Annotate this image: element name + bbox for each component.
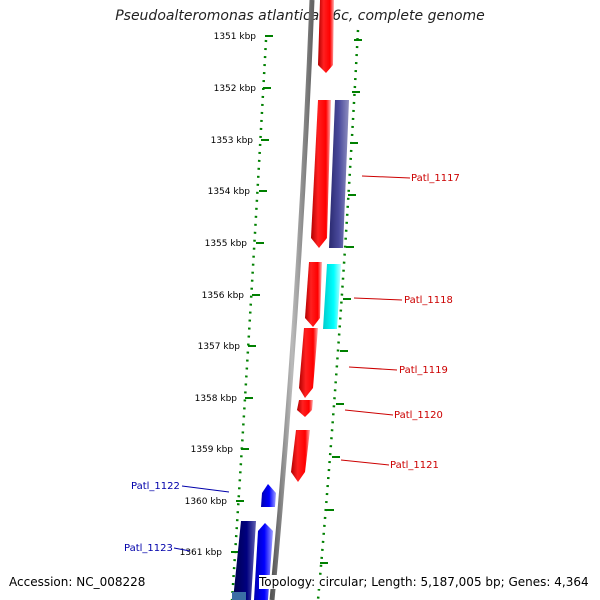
gene-arrow-patl-1122	[261, 484, 276, 507]
gene-label-patl-1119[interactable]: Patl_1119	[399, 365, 448, 376]
scale-tick-label: 1358 kbp	[195, 394, 238, 404]
gene-arrow-pre	[318, 0, 334, 73]
scale-tick-label: 1357 kbp	[198, 342, 241, 352]
topology-label: Topology: circular; Length: 5,187,005 bp…	[259, 575, 591, 589]
gene-leader-lines	[173, 175, 411, 552]
gene-label-patl-1120[interactable]: Patl_1120	[394, 410, 443, 421]
gene-label-patl-1118[interactable]: Patl_1118	[404, 295, 453, 306]
forward-strand-features	[291, 0, 349, 482]
right-scale-dashes	[320, 39, 362, 564]
accession-label: Accession: NC_008228	[9, 575, 146, 589]
left-scale: 1351 kbp 1352 kbp 1353 kbp 1354 kbp 1355 kbp…	[180, 32, 273, 600]
gene-arrow-patl-1117	[311, 100, 331, 248]
scale-tick-label: 1351 kbp	[214, 32, 257, 42]
gene-arrow-patl-1121	[291, 430, 310, 482]
gene-arrow-patl-1120	[297, 400, 313, 417]
genome-backbone	[269, 0, 315, 600]
scale-tick-label: 1354 kbp	[208, 187, 251, 197]
gene-fragment-bottom	[232, 592, 246, 600]
gene-arrow-dark	[233, 521, 256, 600]
gene-arrow-patl-1117b	[329, 100, 349, 248]
gene-label-patl-1121[interactable]: Patl_1121	[390, 460, 439, 471]
gene-arrow-patl-1119	[299, 328, 318, 398]
scale-tick-label: 1355 kbp	[205, 239, 248, 249]
scale-tick-label: 1353 kbp	[211, 136, 254, 146]
scale-tick-group: 1351 kbp 1352 kbp 1353 kbp 1354 kbp 1355 kbp…	[180, 32, 273, 558]
gene-label-patl-1123[interactable]: Patl_1123	[124, 543, 173, 554]
gene-arrow-patl-1118b	[323, 264, 341, 329]
gene-labels: Patl_1117 Patl_1118 Patl_1119 Patl_1120 …	[124, 173, 460, 554]
scale-tick-label: 1356 kbp	[202, 291, 245, 301]
gene-label-patl-1122[interactable]: Patl_1122	[131, 481, 180, 492]
scale-tick-label: 1360 kbp	[185, 497, 228, 507]
genome-title: Pseudoalteromonas atlantica T6c, complet…	[115, 8, 485, 24]
left-scale-dotted-line	[230, 39, 268, 600]
scale-tick-label: 1359 kbp	[191, 445, 234, 455]
scale-tick-label: 1361 kbp	[180, 548, 223, 558]
scale-tick-label: 1352 kbp	[214, 84, 257, 94]
gene-label-patl-1117[interactable]: Patl_1117	[411, 173, 460, 184]
gene-arrow-patl-1118	[305, 262, 322, 327]
